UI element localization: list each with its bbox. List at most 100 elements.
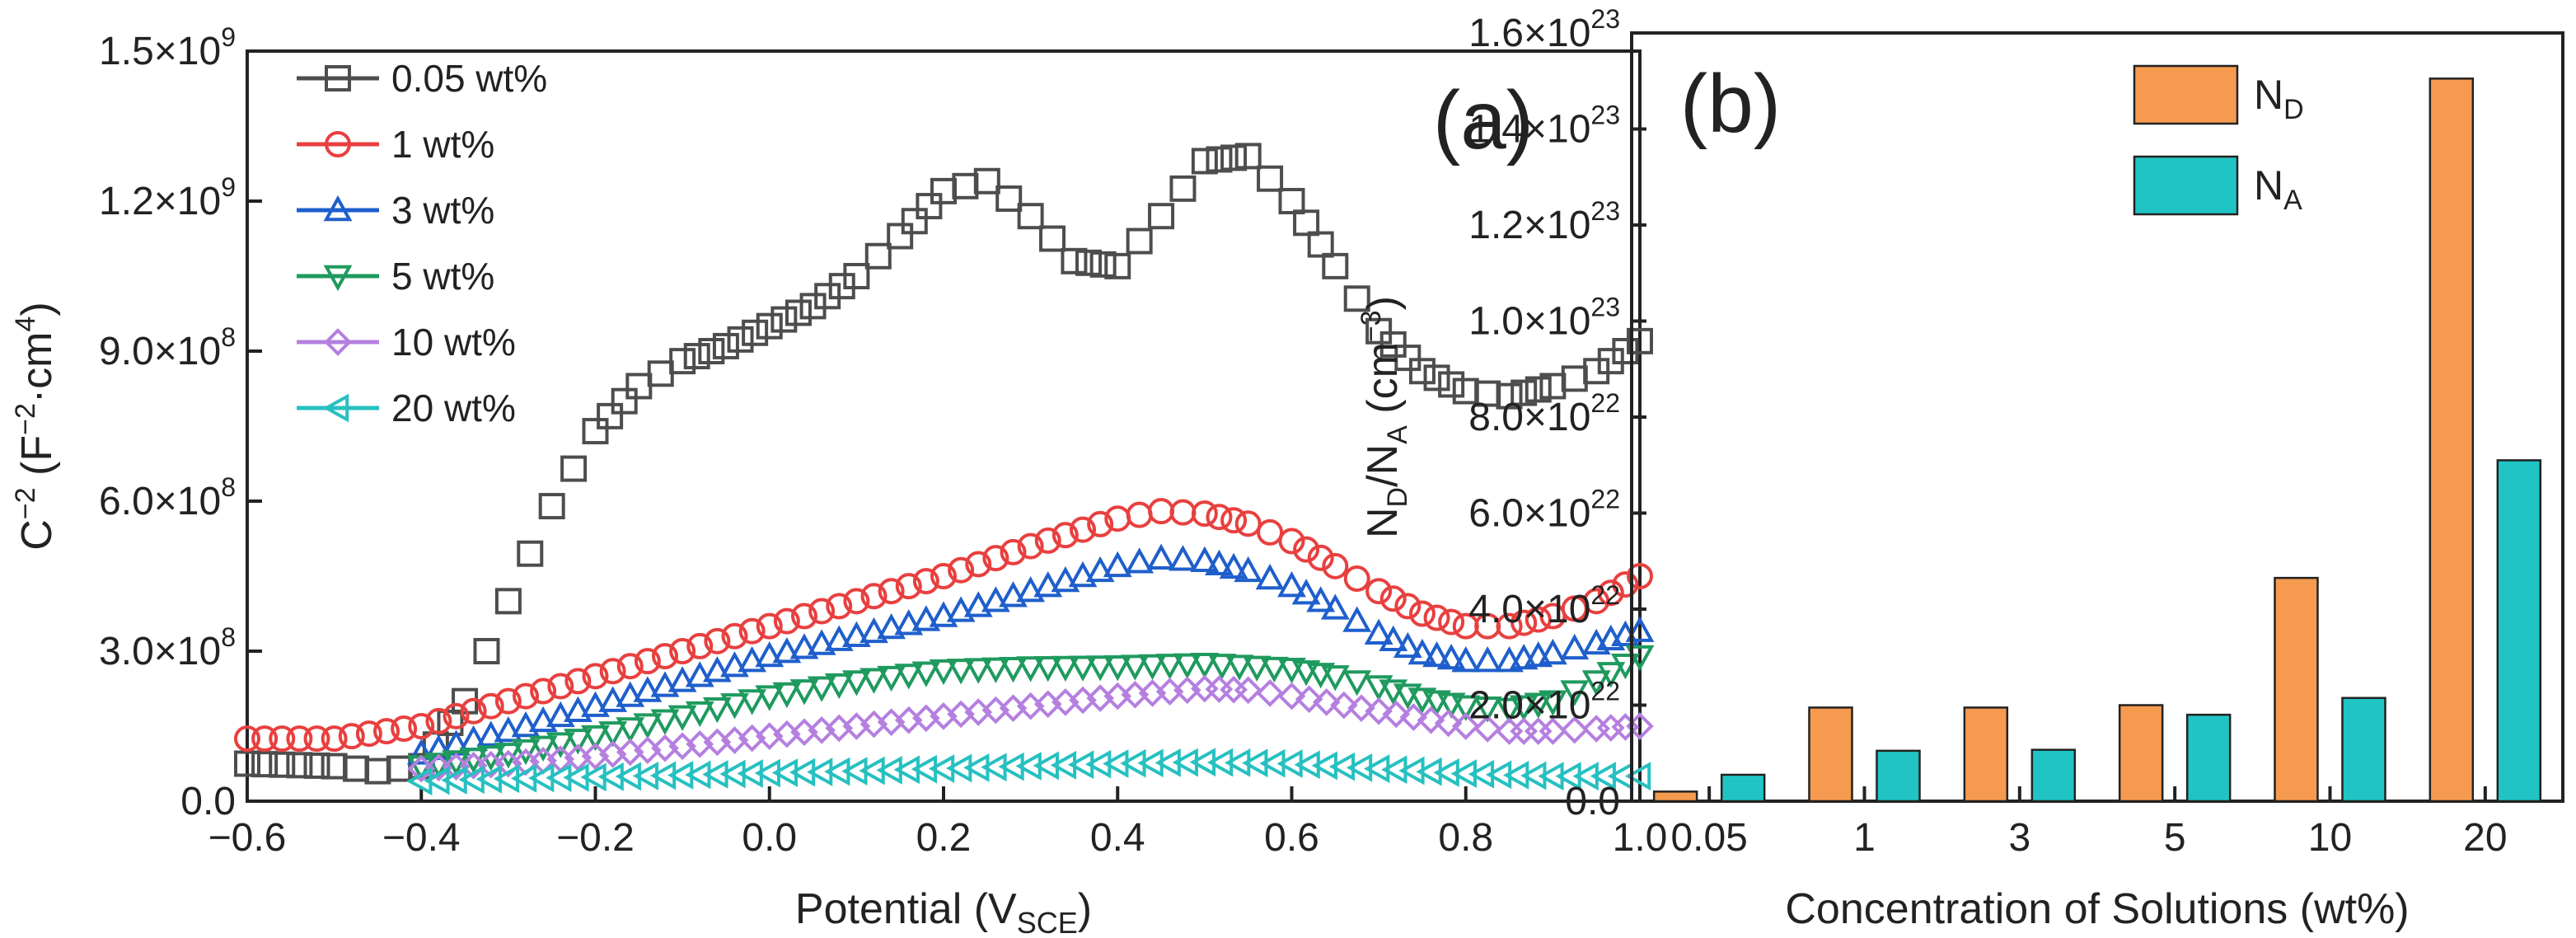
data-point <box>1148 203 1175 230</box>
data-point <box>789 679 819 706</box>
panel-b-bars <box>1652 77 2542 803</box>
data-point <box>1206 504 1233 531</box>
data-point <box>824 673 854 700</box>
data-point <box>1155 654 1185 680</box>
data-point <box>1016 576 1046 603</box>
legend-marker <box>323 195 353 222</box>
data-point <box>1438 608 1465 635</box>
panel-a-series <box>234 143 1655 796</box>
panel-a-y-tick-label: 1.5×109 <box>99 22 236 73</box>
data-point <box>859 617 888 644</box>
data-point <box>770 306 798 333</box>
data-point <box>1255 563 1285 590</box>
data-point <box>1051 522 1079 549</box>
data-point <box>807 629 836 655</box>
legend-label: ND <box>2254 72 2304 125</box>
data-point <box>1169 499 1197 526</box>
data-point <box>1560 633 1590 660</box>
data-point <box>1126 227 1153 255</box>
data-point <box>321 753 348 780</box>
legend-label: 20 wt% <box>391 387 516 429</box>
data-point <box>1495 697 1524 724</box>
data-point <box>1583 588 1610 615</box>
panel-b-x-tick-label: 10 <box>2308 816 2352 860</box>
data-point <box>1190 652 1220 679</box>
data-point <box>1408 600 1436 627</box>
data-point <box>473 638 500 664</box>
data-point <box>1234 676 1262 705</box>
data-point <box>1627 563 1653 589</box>
data-point <box>1364 618 1393 645</box>
legend-marker <box>322 393 349 423</box>
bar <box>1963 706 2009 803</box>
data-point <box>343 755 370 782</box>
panel-a-x-tick-label: 0.4 <box>1090 816 1145 860</box>
data-point <box>1473 715 1501 743</box>
data-point <box>727 326 754 353</box>
data-point <box>528 735 558 762</box>
data-point <box>1307 544 1334 571</box>
data-point <box>443 702 470 729</box>
data-point <box>1220 144 1248 171</box>
data-point <box>1343 565 1370 593</box>
panel-b-y-tick-label: 0.0 <box>1565 780 1620 823</box>
data-point <box>755 685 785 711</box>
data-point <box>1293 536 1320 563</box>
data-point <box>894 664 924 690</box>
panel-b-legend: ND NA <box>2133 64 2304 216</box>
data-point <box>511 739 541 766</box>
data-point <box>1085 655 1115 682</box>
data-point <box>1496 382 1523 410</box>
data-point <box>1560 680 1590 706</box>
data-point <box>1169 545 1197 571</box>
legend-label: 10 wt% <box>391 321 516 363</box>
panel-b-y-tick-label: 1.4×1023 <box>1468 101 1620 152</box>
data-point <box>597 402 624 429</box>
data-point <box>460 697 487 725</box>
data-point <box>667 666 697 692</box>
data-point <box>1220 675 1248 704</box>
data-point <box>685 701 714 728</box>
panel-b-chart: 0.0 2.0×1022 4.0×1022 6.0×1022 8.0×1022 1.0×1… <box>1356 4 2564 933</box>
data-point <box>598 721 628 748</box>
data-point <box>1365 578 1393 605</box>
data-point <box>1205 675 1234 703</box>
data-point <box>373 718 400 745</box>
data-point <box>513 682 539 710</box>
data-point <box>1422 640 1451 668</box>
data-point <box>1538 638 1567 665</box>
data-point <box>647 360 674 387</box>
data-point <box>286 752 313 779</box>
data-point <box>286 725 313 753</box>
data-point <box>808 598 836 625</box>
data-point <box>1256 679 1284 707</box>
data-point <box>712 332 739 359</box>
data-point <box>1257 165 1284 192</box>
data-point <box>1510 609 1538 636</box>
legend-entry: 1 wt% <box>297 123 494 166</box>
data-point <box>582 418 609 445</box>
data-point <box>1104 252 1131 279</box>
data-point <box>916 193 943 220</box>
data-point <box>1278 188 1305 214</box>
data-point <box>476 720 506 747</box>
data-point <box>887 223 914 250</box>
panel-b-y-tick-label: 6.0×1022 <box>1468 485 1620 536</box>
data-point <box>437 709 464 736</box>
data-point <box>1220 507 1248 534</box>
data-point <box>841 621 871 647</box>
data-point <box>616 653 644 680</box>
data-point <box>1087 510 1114 537</box>
data-point <box>1347 694 1375 722</box>
data-point <box>1423 364 1450 392</box>
data-point <box>1033 571 1063 598</box>
data-point <box>841 670 871 696</box>
data-point <box>517 540 544 567</box>
data-point <box>1407 638 1437 665</box>
data-point <box>1277 571 1306 598</box>
legend-label: 0.05 wt% <box>391 57 547 100</box>
panel-b-x-tick-label: 1 <box>1853 816 1876 860</box>
data-point <box>1205 549 1234 576</box>
data-point <box>1342 606 1372 632</box>
data-point <box>843 588 870 615</box>
